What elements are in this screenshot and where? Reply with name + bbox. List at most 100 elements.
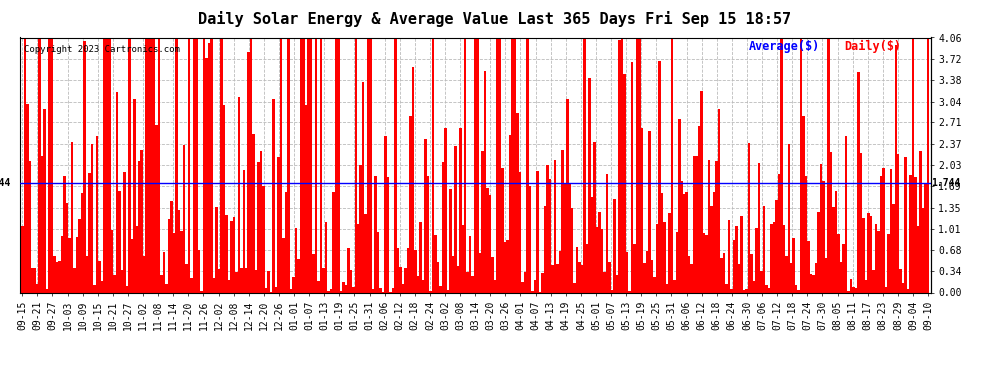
Bar [442,162,445,292]
Bar [397,248,399,292]
Bar [210,32,213,292]
Bar [454,146,456,292]
Bar [446,290,449,292]
Bar [537,171,539,292]
Bar [407,248,409,292]
Bar [731,290,733,292]
Bar [138,161,141,292]
Bar [777,174,780,292]
Bar [665,284,668,292]
Bar [509,135,511,292]
Bar [815,264,818,292]
Bar [44,109,46,292]
Bar [733,240,736,292]
Bar [228,280,230,292]
Bar [437,262,440,292]
Bar [745,289,747,292]
Bar [571,208,573,292]
Bar [742,290,745,292]
Bar [844,136,847,292]
Bar [608,262,611,292]
Bar [494,280,496,292]
Bar [265,288,267,292]
Bar [553,160,556,292]
Bar [626,252,629,292]
Bar [670,32,673,292]
Bar [616,275,619,292]
Bar [188,32,190,292]
Bar [491,257,494,292]
Bar [190,278,193,292]
Bar [688,256,690,292]
Bar [775,200,777,292]
Bar [614,199,616,292]
Bar [312,254,315,292]
Bar [551,266,553,292]
Bar [648,130,650,292]
Bar [325,222,327,292]
Bar [499,32,501,292]
Bar [419,222,422,292]
Bar [220,32,223,292]
Bar [121,270,123,292]
Bar [387,177,389,292]
Bar [302,32,305,292]
Bar [101,281,103,292]
Bar [902,283,905,292]
Bar [36,284,39,292]
Bar [26,105,29,292]
Bar [910,175,912,292]
Bar [611,290,614,292]
Bar [576,247,578,292]
Bar [653,277,655,292]
Bar [29,161,31,292]
Bar [449,189,451,292]
Bar [399,267,402,292]
Bar [352,287,354,292]
Bar [71,142,73,292]
Bar [813,276,815,292]
Bar [66,204,68,292]
Bar [884,287,887,292]
Bar [461,225,464,292]
Bar [31,268,34,292]
Bar [91,144,93,292]
Bar [39,32,41,292]
Bar [747,143,750,292]
Bar [650,260,653,292]
Bar [922,208,925,292]
Bar [721,258,723,292]
Bar [830,152,833,292]
Bar [315,32,317,292]
Bar [486,188,489,292]
Bar [347,248,349,292]
Bar [760,271,762,292]
Bar [479,253,481,292]
Bar [143,256,146,292]
Bar [792,238,795,292]
Bar [83,41,86,292]
Bar [170,201,173,292]
Bar [73,268,76,292]
Bar [183,145,185,292]
Bar [252,134,255,292]
Bar [290,289,292,292]
Bar [272,99,275,292]
Bar [872,270,874,292]
Bar [529,186,532,292]
Bar [825,258,828,292]
Bar [678,119,680,292]
Bar [603,272,606,292]
Bar [849,279,852,292]
Bar [46,290,49,292]
Bar [713,192,716,292]
Bar [233,217,235,292]
Bar [762,206,765,292]
Bar [198,251,200,292]
Bar [440,286,442,292]
Bar [394,32,397,292]
Bar [527,32,529,292]
Bar [464,32,466,292]
Bar [925,183,927,292]
Bar [267,271,270,292]
